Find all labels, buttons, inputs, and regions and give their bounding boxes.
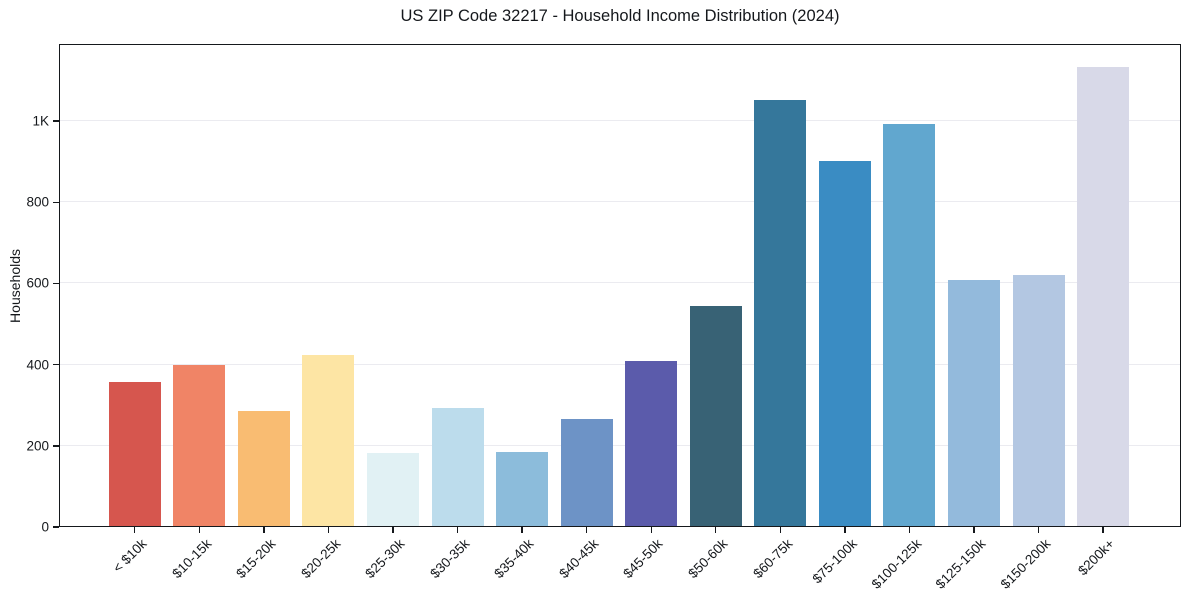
bar-$10-15k <box>173 365 226 527</box>
y-axis-label-box: Households <box>2 44 28 527</box>
y-tick-mark-0 <box>53 526 59 528</box>
gridline-y-200 <box>59 444 1181 446</box>
y-tick-mark-1000 <box>53 120 59 122</box>
gridline-y-400 <box>59 363 1181 365</box>
x-tick-mark-$75-100k <box>844 527 846 533</box>
bar-$40-45k <box>560 418 613 527</box>
bar-$25-30k <box>367 452 419 527</box>
x-tick-label-$35-40k: $35-40k <box>491 536 537 582</box>
bar-$200k+ <box>1077 67 1130 527</box>
y-tick-label-600: 600 <box>26 275 49 291</box>
x-tick-label-$50-60k: $50-60k <box>685 536 731 582</box>
y-tick-label-200: 200 <box>26 438 49 454</box>
bar-$15-20k <box>237 410 290 527</box>
y-tick-mark-400 <box>53 363 59 366</box>
y-tick-mark-200 <box>53 445 59 447</box>
x-tick-mark-$45-50k <box>650 527 652 533</box>
bar-$20-25k <box>302 354 355 527</box>
x-tick-mark-$125-150k <box>973 527 975 533</box>
bar-$100-125k <box>883 123 936 527</box>
x-tick-mark-$35-40k <box>521 527 523 533</box>
chart-title: US ZIP Code 32217 - Household Income Dis… <box>400 7 840 25</box>
x-tick-label-$100-125k: $100-125k <box>868 536 925 590</box>
x-tick-label-$30-35k: $30-35k <box>427 536 473 582</box>
x-tick-label-$15-20k: $15-20k <box>233 536 279 582</box>
x-tick-label-$40-45k: $40-45k <box>556 536 602 582</box>
x-tick-label-$200k+: $200k+ <box>1075 536 1118 579</box>
x-tick-label-$45-50k: $45-50k <box>620 536 666 582</box>
y-axis-label: Households <box>7 248 23 323</box>
x-tick-label-$125-150k: $125-150k <box>932 536 989 590</box>
bar-$30-35k <box>431 407 484 527</box>
plot-area <box>59 44 1181 527</box>
x-tick-mark-$15-20k <box>263 527 265 533</box>
x-tick-mark-$40-45k <box>585 527 588 533</box>
x-tick-mark-$60-75k <box>779 527 781 533</box>
x-tick-mark-$100-125k <box>908 527 911 533</box>
x-tick-label-$75-100k: $75-100k <box>809 536 860 587</box>
x-tick-mark-$20-25k <box>327 527 330 533</box>
x-tick-label-$20-25k: $20-25k <box>297 536 344 582</box>
bar-$75-100k <box>818 160 871 527</box>
bar-$150-200k <box>1012 275 1065 527</box>
x-tick-mark-$30-35k <box>456 527 459 533</box>
gridline-y-800 <box>59 201 1181 203</box>
bar-$50-60k <box>689 305 742 527</box>
bar-$60-75k <box>754 100 807 527</box>
bar-$125-150k <box>947 280 1000 527</box>
x-tick-label-$60-75k: $60-75k <box>749 536 795 582</box>
x-tick-label-< $10k: < $10k <box>109 536 150 576</box>
y-tick-label-800: 800 <box>26 194 49 210</box>
x-tick-mark-$50-60k <box>715 527 717 533</box>
x-tick-mark-$25-30k <box>392 527 394 533</box>
gridline-y-1000 <box>59 120 1181 122</box>
y-tick-mark-800 <box>53 201 59 203</box>
y-tick-label-400: 400 <box>26 357 49 373</box>
bar-< $10k <box>108 382 161 527</box>
x-tick-label-$150-200k: $150-200k <box>997 536 1054 590</box>
x-tick-label-$25-30k: $25-30k <box>362 536 408 582</box>
y-tick-label-0: 0 <box>41 519 49 535</box>
y-tick-label-1000: 1K <box>32 113 49 129</box>
x-tick-mark-$10-15k <box>198 527 201 533</box>
x-tick-label-$10-15k: $10-15k <box>168 536 214 582</box>
gridline-y-600 <box>59 282 1181 284</box>
y-tick-mark-600 <box>53 282 59 285</box>
bar-$45-50k <box>625 360 678 527</box>
x-tick-mark-< $10k <box>134 527 136 533</box>
x-tick-mark-$150-200k <box>1037 527 1040 533</box>
x-tick-mark-$200k+ <box>1102 527 1104 533</box>
bar-$35-40k <box>496 451 549 527</box>
